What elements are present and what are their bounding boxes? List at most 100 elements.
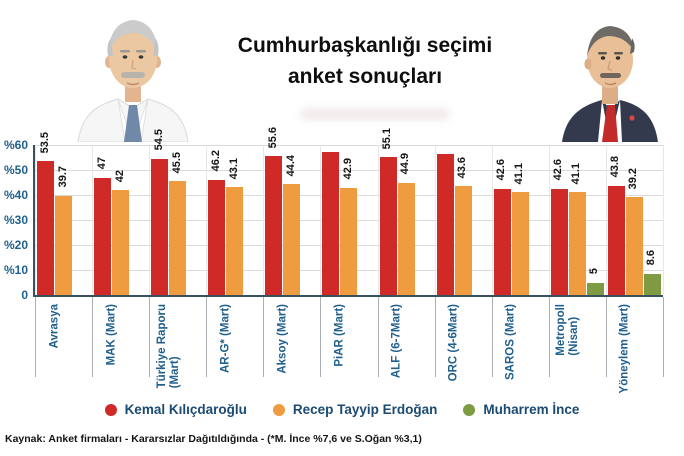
legend-dot bbox=[104, 403, 117, 416]
page-title: Cumhurbaşkanlığı seçimi anket sonuçları bbox=[230, 30, 500, 92]
bar-value-text: 55.6 bbox=[266, 126, 279, 148]
group-divider bbox=[491, 145, 493, 295]
bar-value-text: 43.8 bbox=[609, 156, 622, 178]
category-label-8: ORC (4-6Mart) bbox=[448, 304, 461, 386]
group-divider bbox=[605, 145, 607, 295]
y-axis: %60 %50 %40 %30 %20 %10 0 bbox=[0, 138, 31, 302]
bar-0-4 bbox=[265, 156, 283, 295]
category-label-5: Aksoy (Mart) bbox=[276, 304, 289, 379]
category-text: ORC (4-6Mart) bbox=[447, 304, 460, 382]
legend-label: Muharrem İnce bbox=[483, 402, 580, 417]
bar-1-5 bbox=[340, 187, 358, 295]
bar-value-label: 53.5 bbox=[39, 132, 51, 158]
erdogan-photo bbox=[562, 26, 658, 142]
bar-value-text: 55.1 bbox=[381, 127, 394, 150]
category-text: AR-G* (Mart) bbox=[219, 304, 232, 373]
bar-value-label: 41.1 bbox=[570, 163, 582, 189]
bar-1-9 bbox=[568, 192, 586, 295]
bar-value-text: 42.9 bbox=[341, 158, 354, 180]
legend-item-2: Recep Tayyip Erdoğan bbox=[272, 402, 437, 417]
bar-0-1 bbox=[94, 177, 112, 295]
bar-value-label: 55.6 bbox=[267, 127, 279, 153]
gridline bbox=[35, 145, 663, 146]
bar-0-2 bbox=[151, 158, 169, 295]
bar-0-7 bbox=[436, 154, 454, 295]
bar-1-10 bbox=[625, 197, 643, 295]
gridline bbox=[35, 170, 663, 171]
bar-0-5 bbox=[322, 152, 340, 295]
bar-value-text: 45.5 bbox=[170, 151, 183, 174]
bar-1-2 bbox=[169, 181, 187, 295]
bar-value-label: 42 bbox=[114, 169, 126, 187]
axis-tick-line bbox=[206, 297, 208, 377]
axis-tick-line bbox=[605, 297, 607, 377]
y-tick-label: 0 bbox=[21, 288, 28, 302]
bar-value-text: 47 bbox=[95, 157, 108, 170]
category-label-10: Metropoll (Nisan) bbox=[555, 304, 581, 361]
bar-1-0 bbox=[55, 195, 72, 295]
bar-value-label: 39.2 bbox=[627, 168, 639, 194]
bar-value-text: 42.6 bbox=[495, 159, 508, 181]
bar-value-text: 41.1 bbox=[570, 162, 583, 185]
category-text: SAROS (Mart) bbox=[504, 304, 517, 381]
axis-tick-line bbox=[491, 297, 493, 377]
bar-value-label: 8.6 bbox=[645, 250, 657, 270]
group-divider bbox=[92, 145, 94, 295]
bar-0-3 bbox=[208, 179, 226, 295]
category-label-6: PiAR (Mart) bbox=[333, 304, 346, 372]
axis-tick-line bbox=[92, 297, 94, 377]
bar-value-label: 43.6 bbox=[456, 157, 468, 183]
category-text: Yöneylem (Mart) bbox=[618, 304, 631, 394]
bar-value-label: 45.5 bbox=[171, 152, 183, 178]
y-tick-label: %50 bbox=[3, 163, 28, 177]
bar-value-text: 42 bbox=[113, 169, 126, 182]
bar-2-9 bbox=[586, 282, 604, 295]
category-text: Aksoy (Mart) bbox=[276, 304, 289, 374]
bar-1-6 bbox=[397, 182, 415, 295]
legend-dot bbox=[463, 403, 476, 416]
bar-value-label: 46.2 bbox=[210, 150, 222, 176]
bar-1-7 bbox=[454, 186, 472, 295]
axis-tick-line bbox=[434, 297, 436, 377]
bar-value-text: 39.7 bbox=[56, 166, 69, 188]
bar-value-text: 46.2 bbox=[209, 150, 222, 172]
bar-1-1 bbox=[112, 190, 130, 295]
bar-value-label: 55.1 bbox=[381, 128, 393, 154]
axis-tick-line bbox=[149, 297, 151, 377]
legend: Kemal Kılıçdaroğlu Recep Tayyip Erdoğan Mu… bbox=[0, 402, 684, 417]
group-divider bbox=[35, 145, 36, 295]
axis-tick-line bbox=[548, 297, 550, 377]
group-divider bbox=[263, 145, 265, 295]
category-label-7: ALF (6-7Mart) bbox=[391, 304, 404, 383]
bar-value-text: 53.5 bbox=[38, 131, 51, 154]
axis-tick-line bbox=[263, 297, 265, 377]
bar-value-label: 43.1 bbox=[228, 158, 240, 184]
y-tick-label: %30 bbox=[3, 213, 28, 227]
group-divider bbox=[320, 145, 322, 295]
group-divider bbox=[663, 145, 664, 295]
bar-1-4 bbox=[283, 184, 301, 295]
bar-value-text: 43.1 bbox=[227, 157, 240, 180]
bar-1-8 bbox=[511, 192, 529, 295]
bar-value-label: 54.5 bbox=[153, 129, 165, 155]
bar-0-10 bbox=[607, 185, 625, 295]
bar-2-10 bbox=[643, 273, 661, 295]
y-tick-label: %60 bbox=[3, 138, 28, 152]
bar-value-text: 5 bbox=[588, 268, 601, 275]
group-divider bbox=[548, 145, 550, 295]
bar-value-text: 8.6 bbox=[645, 250, 658, 266]
legend-item-3: Muharrem İnce bbox=[463, 402, 579, 417]
category-text: PiAR (Mart) bbox=[333, 304, 346, 367]
category-label-2: MAK (Mart) bbox=[105, 304, 118, 370]
x-axis-line bbox=[33, 295, 663, 297]
bar-value-label: 5 bbox=[588, 262, 600, 280]
category-text: Metropoll (Nisan) bbox=[555, 304, 581, 356]
bar-value-text: 43.6 bbox=[456, 156, 469, 178]
bar-0-0 bbox=[37, 161, 54, 295]
bar-value-label: 42.6 bbox=[552, 159, 564, 185]
category-text: ALF (6-7Mart) bbox=[390, 304, 403, 379]
bar-value-text: 44.4 bbox=[284, 154, 297, 176]
bar-value-label: 39.7 bbox=[57, 166, 69, 192]
bar-value-label: 44.9 bbox=[399, 153, 411, 179]
